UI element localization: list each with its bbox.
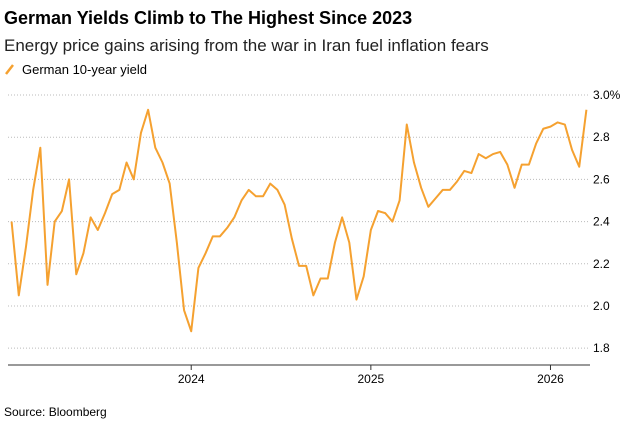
x-tick-label: 2024: [178, 372, 205, 386]
source-note: Source: Bloomberg: [4, 405, 107, 419]
y-tick-label: 1.8: [593, 341, 610, 355]
legend-swatch: [5, 64, 14, 75]
x-tick-label: 2025: [358, 372, 385, 386]
legend-label: German 10-year yield: [22, 62, 147, 77]
series-line: [10, 108, 588, 333]
y-tick-label: 2.0: [593, 299, 610, 313]
y-tick-label: 2.2: [593, 257, 610, 271]
y-tick-label: 2.4: [593, 215, 610, 229]
chart-subtitle: Energy price gains arising from the war …: [4, 36, 489, 55]
y-tick-label: 2.6: [593, 172, 610, 186]
y-tick-label: 2.8: [593, 130, 610, 144]
x-tick-label: 2026: [537, 372, 564, 386]
y-tick-label: 3.0%: [593, 88, 621, 102]
chart-title: German Yields Climb to The Highest Since…: [4, 8, 412, 28]
